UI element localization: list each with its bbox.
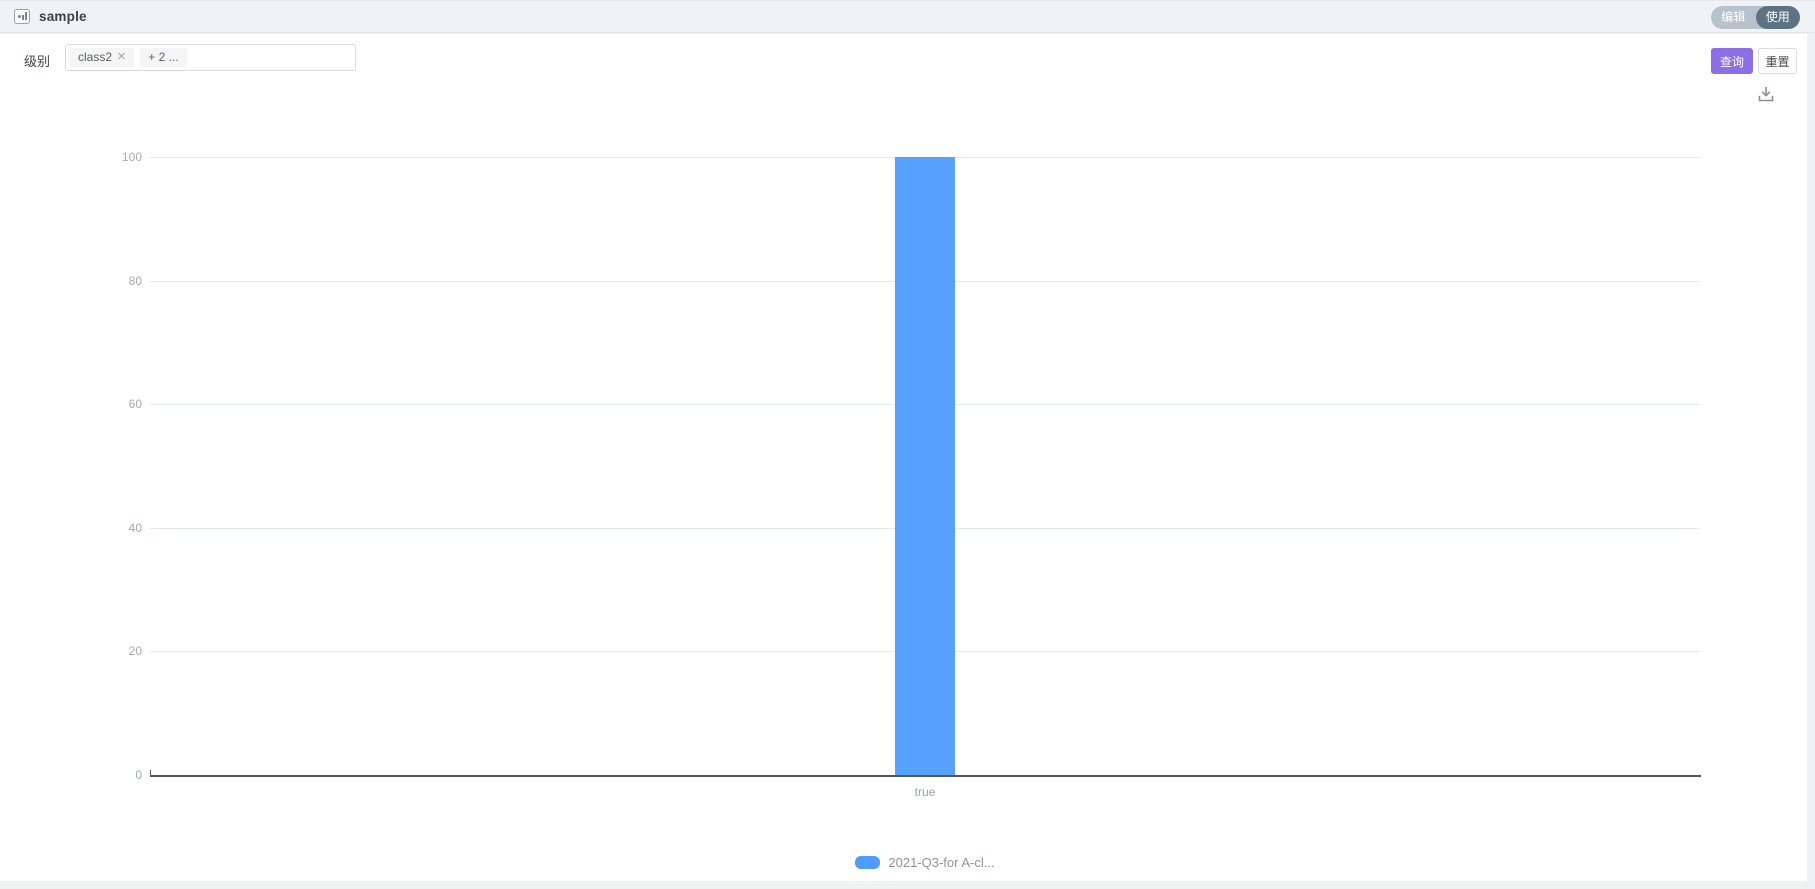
chart-widget-icon <box>14 9 30 24</box>
tag-close-icon[interactable]: ✕ <box>117 51 127 63</box>
reset-button[interactable]: 重置 <box>1758 48 1797 74</box>
bar-true[interactable] <box>895 157 955 775</box>
toggle-option-use[interactable]: 使用 <box>1755 6 1800 29</box>
header-bar: sample 编辑 使用 <box>0 0 1815 33</box>
level-multiselect-input[interactable]: class2 ✕ + 2 ... <box>65 44 356 71</box>
content-card: 级别 class2 ✕ + 2 ... 查询 重置 0 20 40 60 80 100 tr… <box>0 34 1807 881</box>
bar-chart: 0 20 40 60 80 100 true <box>0 34 1807 881</box>
filter-label: 级别 <box>24 54 51 69</box>
y-axis-tick-label: 40 <box>128 520 142 535</box>
x-axis-tick <box>150 770 151 775</box>
toggle-option-edit[interactable]: 编辑 <box>1721 10 1746 24</box>
x-axis-label-true: true <box>914 785 936 799</box>
y-axis-tick-label: 100 <box>121 150 142 164</box>
edit-use-toggle[interactable]: 编辑 使用 <box>1711 6 1800 29</box>
y-axis-tick-label: 0 <box>135 768 142 782</box>
legend-label: 2021-Q3-for A-cl... <box>888 855 995 870</box>
download-icon[interactable] <box>1756 84 1776 104</box>
y-axis-tick-label: 20 <box>128 644 142 659</box>
y-axis-tick-label: 60 <box>128 397 142 412</box>
page-title: sample <box>39 9 87 24</box>
x-axis-line <box>150 775 1701 777</box>
chart-legend[interactable]: 2021-Q3-for A-cl... <box>150 855 1700 870</box>
legend-swatch <box>855 856 881 869</box>
tag-label: class2 <box>78 50 113 64</box>
scrollbar-gutter-bottom <box>0 881 1815 889</box>
y-axis-tick-label: 80 <box>128 273 142 288</box>
scrollbar-gutter-right <box>1807 34 1815 889</box>
query-button[interactable]: 查询 <box>1711 48 1753 74</box>
selected-tag-class2[interactable]: class2 ✕ <box>70 48 135 67</box>
more-tags-badge[interactable]: + 2 ... <box>140 48 187 67</box>
